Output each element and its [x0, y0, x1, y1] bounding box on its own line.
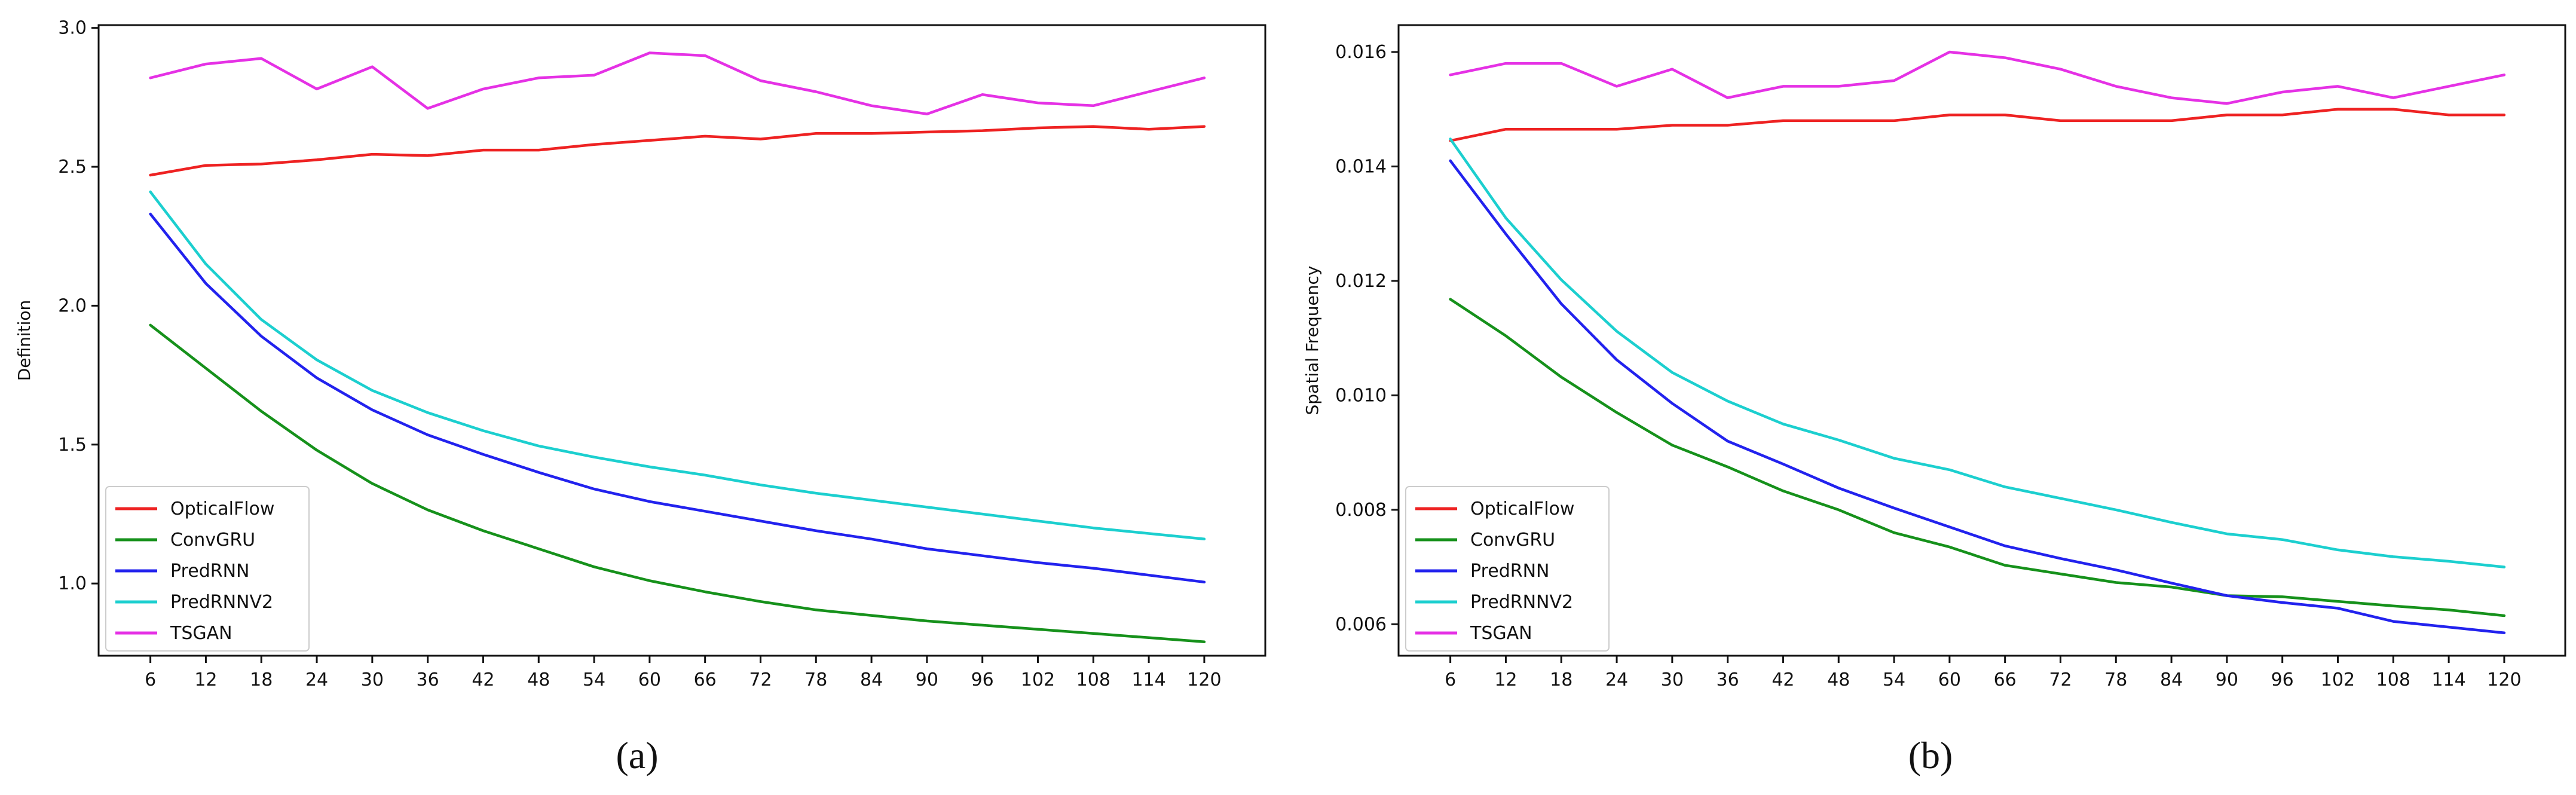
x-tick-label: 6 — [145, 669, 156, 690]
series-line-opticalflow — [149, 125, 1206, 177]
panel-caption: (b) — [1908, 734, 1953, 776]
x-tick-label: 114 — [1131, 669, 1165, 690]
series-line-predrnn — [149, 212, 1206, 584]
x-tick-label: 54 — [1883, 669, 1905, 690]
x-tick-label: 60 — [638, 669, 661, 690]
x-axis: 6 12 18 24 30 36 42 48 54 60 66 72 78 84 90 96 102 108 114… — [145, 656, 1222, 690]
x-tick-label: 78 — [2104, 669, 2127, 690]
series-line-predrnnv2 — [1449, 137, 2506, 568]
legend-label-predrnn: PredRNN — [170, 561, 249, 582]
x-tick-label: 78 — [804, 669, 827, 690]
y-axis-label: Definition — [14, 300, 34, 381]
legend: OpticalFlow ConvGRU PredRNN PredRNNV2 TSGAN — [1405, 486, 1610, 652]
legend-box — [1405, 486, 1610, 652]
legend: OpticalFlow ConvGRU PredRNN PredRNNV2 TSGAN — [105, 486, 310, 652]
series-line-predrnnv2 — [149, 190, 1206, 541]
x-tick-label: 114 — [2431, 669, 2465, 690]
x-tick-label: 102 — [2321, 669, 2355, 690]
x-tick-label: 30 — [1661, 669, 1684, 690]
chart-panel-a: 1.0 1.5 2.0 2.5 3.0 6 12 18 24 30 36 42 48 54 60 66 72 7… — [14, 18, 1266, 776]
x-tick-label: 48 — [527, 669, 550, 690]
x-tick-label: 24 — [1605, 669, 1628, 690]
x-tick-label: 54 — [583, 669, 605, 690]
x-tick-label: 84 — [2160, 669, 2183, 690]
x-tick-label: 6 — [1445, 669, 1456, 690]
x-tick-label: 48 — [1827, 669, 1850, 690]
y-axis: 1.0 1.5 2.0 2.5 3.0 — [58, 18, 99, 594]
legend-box — [105, 486, 310, 652]
y-tick-label: 0.014 — [1335, 156, 1387, 177]
x-tick-label: 120 — [2487, 669, 2521, 690]
y-tick-label: 2.0 — [58, 295, 87, 316]
series-line-opticalflow — [1449, 108, 2506, 142]
x-tick-label: 102 — [1021, 669, 1055, 690]
x-tick-label: 30 — [361, 669, 384, 690]
legend-label-opticalflow: OpticalFlow — [1470, 499, 1574, 519]
chart-panel-b: 0.006 0.008 0.010 0.012 0.014 0.016 6 12 18 24 30… — [1302, 24, 2566, 776]
y-tick-label: 0.012 — [1335, 271, 1387, 292]
panel-caption: (a) — [616, 734, 658, 776]
x-tick-label: 84 — [860, 669, 883, 690]
x-tick-label: 12 — [194, 669, 217, 690]
legend-label-predrnnv2: PredRNNV2 — [170, 592, 273, 613]
x-tick-label: 36 — [1717, 669, 1739, 690]
x-tick-label: 42 — [1772, 669, 1794, 690]
x-tick-label: 60 — [1938, 669, 1961, 690]
x-tick-label: 12 — [1494, 669, 1517, 690]
y-tick-label: 0.010 — [1335, 385, 1387, 406]
x-tick-label: 120 — [1187, 669, 1221, 690]
y-tick-label: 1.0 — [58, 573, 87, 594]
x-tick-label: 36 — [417, 669, 439, 690]
series-lines — [1449, 50, 2506, 634]
x-axis: 6 12 18 24 30 36 42 48 54 60 66 72 78 84 90 96 102 108 114… — [1445, 656, 2522, 690]
x-tick-label: 96 — [971, 669, 994, 690]
legend-label-tsgan: TSGAN — [170, 623, 232, 644]
legend-label-predrnn: PredRNN — [1470, 561, 1549, 582]
legend-label-predrnnv2: PredRNNV2 — [1470, 592, 1573, 613]
legend-label-convgru: ConvGRU — [170, 530, 255, 551]
y-tick-label: 0.006 — [1335, 614, 1387, 635]
legend-label-convgru: ConvGRU — [1470, 530, 1555, 551]
series-line-tsgan — [149, 51, 1206, 115]
series-lines — [149, 51, 1206, 644]
series-line-predrnn — [1449, 159, 2506, 634]
legend-label-opticalflow: OpticalFlow — [170, 499, 274, 519]
x-tick-label: 90 — [2216, 669, 2238, 690]
y-axis: 0.006 0.008 0.010 0.012 0.014 0.016 — [1335, 42, 1399, 635]
y-tick-label: 2.5 — [58, 157, 87, 178]
x-tick-label: 24 — [305, 669, 328, 690]
y-tick-label: 3.0 — [58, 18, 87, 39]
y-tick-label: 0.008 — [1335, 500, 1387, 521]
series-line-convgru — [1449, 298, 2506, 617]
x-tick-label: 72 — [749, 669, 772, 690]
x-tick-label: 72 — [2049, 669, 2072, 690]
x-tick-label: 108 — [2376, 669, 2410, 690]
x-tick-label: 42 — [472, 669, 494, 690]
series-line-tsgan — [1449, 50, 2506, 105]
series-line-convgru — [149, 323, 1206, 644]
y-tick-label: 0.016 — [1335, 42, 1387, 63]
x-tick-label: 96 — [2271, 669, 2294, 690]
x-tick-label: 66 — [694, 669, 717, 690]
x-tick-label: 108 — [1076, 669, 1110, 690]
y-axis-label: Spatial Frequency — [1302, 266, 1322, 415]
x-tick-label: 90 — [916, 669, 938, 690]
x-tick-label: 66 — [1994, 669, 2017, 690]
x-tick-label: 18 — [1550, 669, 1572, 690]
x-tick-label: 18 — [250, 669, 273, 690]
y-tick-label: 1.5 — [58, 435, 87, 455]
legend-label-tsgan: TSGAN — [1470, 623, 1532, 644]
